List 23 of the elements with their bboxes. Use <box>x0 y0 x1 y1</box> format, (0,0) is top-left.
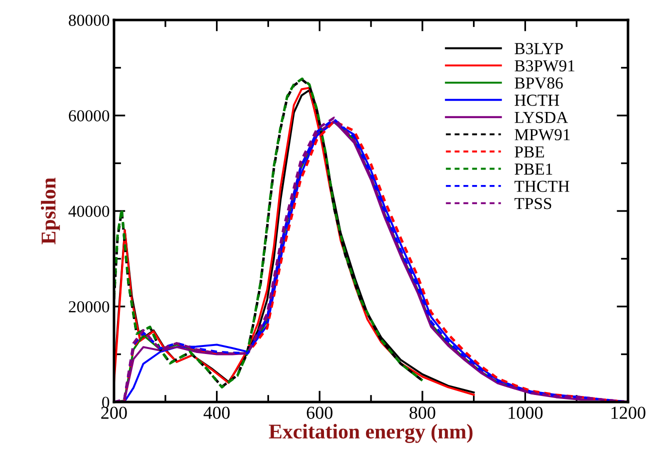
x-tick-label: 600 <box>306 406 332 419</box>
legend-label: THCTH <box>514 180 570 192</box>
x-tick-label: 800 <box>410 406 436 419</box>
legend-label: PBE <box>514 146 544 158</box>
y-tick-label: 0 <box>102 396 110 408</box>
y-axis-title: Epsilon <box>40 178 60 244</box>
legend-label: HCTH <box>514 94 560 106</box>
x-tick-label: 400 <box>204 406 230 419</box>
x-tick-label: 1000 <box>508 406 543 419</box>
y-tick-label: 20000 <box>68 301 110 312</box>
legend-label: PBE1 <box>514 164 552 175</box>
x-tick-label: 1200 <box>612 406 646 419</box>
legend-label: B3LYP <box>514 43 563 54</box>
legend-label: LYSDA <box>514 112 568 124</box>
legend-label: BPV86 <box>514 77 563 89</box>
x-axis-title: Excitation energy (nm) <box>268 424 472 443</box>
legend-label: B3PW91 <box>514 60 574 72</box>
x-tick-label: 200 <box>101 406 127 419</box>
y-tick-label: 40000 <box>68 206 110 217</box>
y-tick-label: 60000 <box>68 110 110 122</box>
legend-label: TPSS <box>514 198 552 210</box>
y-tick-label: 80000 <box>68 14 110 26</box>
legend-label: MPW91 <box>514 129 570 140</box>
